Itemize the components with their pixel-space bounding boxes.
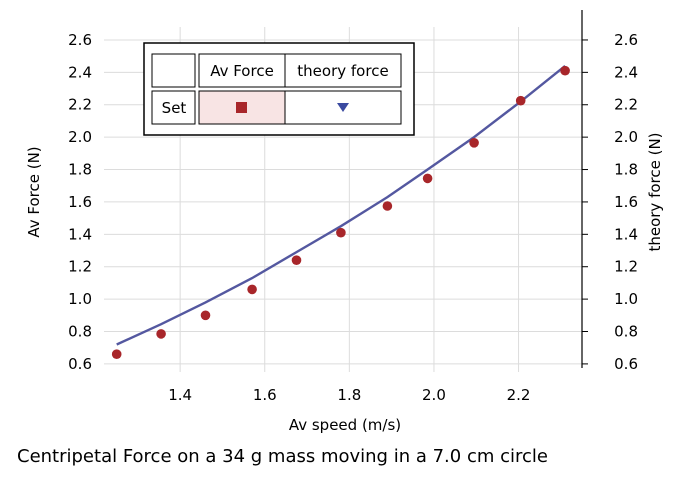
legend-header-av-force: Av Force (210, 62, 274, 80)
axes (581, 10, 588, 368)
y-tick-label: 2.0 (68, 128, 92, 146)
y2-tick-label: 0.8 (614, 323, 638, 341)
legend-header-cell-av-force (198, 53, 286, 88)
y-tick-label: 1.0 (68, 290, 92, 308)
y2-tick-label: 1.4 (614, 225, 638, 243)
av-force-point (560, 65, 570, 76)
av-force-point (111, 349, 122, 360)
legend-corner-cell (151, 53, 196, 88)
av-force-point (469, 138, 479, 148)
av-force-point (336, 227, 346, 238)
y-tick-label: 0.6 (68, 355, 92, 373)
y2-tick-label: 2.0 (614, 128, 638, 146)
y2-tick-label: 1.2 (614, 258, 638, 276)
av-force-series (111, 65, 570, 360)
theory-series (116, 64, 566, 346)
av-force-point (200, 310, 211, 321)
y-tick-labels: 0.6 0.8 1.0 1.2 1.4 1.6 1.8 2.0 2.2 2.4 2.6 (68, 31, 92, 373)
y-tick-label: 1.6 (68, 193, 92, 211)
chart-svg: 1.4 1.6 1.8 2.0 2.2 0.6 0.8 1.0 1.2 1.4 1.6 1.8 2.0… (25, 10, 664, 434)
y2-tick-label: 2.2 (614, 96, 638, 114)
av-force-point (247, 284, 257, 295)
y-tick-label: 2.6 (68, 31, 92, 49)
av-force-point (156, 329, 166, 339)
x-tick-label: 1.4 (168, 386, 192, 404)
x-axis-label: Av speed (m/s) (289, 416, 401, 434)
y2-tick-label: 1.0 (614, 290, 638, 308)
x-tick-labels: 1.4 1.6 1.8 2.0 2.2 (168, 386, 530, 404)
legend-header-cell-theory (284, 53, 402, 88)
y-tick-label: 2.2 (68, 96, 92, 114)
y-tick-label: 2.4 (68, 63, 92, 81)
av-force-point (422, 173, 433, 184)
y2-tick-labels: 0.6 0.8 1.0 1.2 1.4 1.6 1.8 2.0 2.2 2.4 2.6 (614, 31, 638, 373)
y2-tick-label: 1.8 (614, 161, 638, 179)
y-tick-label: 1.2 (68, 258, 92, 276)
av-force-point (291, 255, 302, 265)
x-tick-label: 2.0 (422, 386, 446, 404)
av-force-point (382, 201, 393, 211)
y-tick-label: 0.8 (68, 323, 92, 341)
x-tick-label: 2.2 (507, 386, 531, 404)
y-axis-label: Av Force (N) (25, 146, 43, 237)
theory-force-line (116, 64, 566, 346)
y2-axis-label: theory force (N) (646, 132, 664, 251)
y2-tick-label: 0.6 (614, 355, 638, 373)
chart-caption: Centripetal Force on a 34 g mass moving … (17, 446, 548, 467)
y-tick-label: 1.4 (68, 225, 92, 243)
av-force-point (515, 95, 526, 106)
legend-theory-cell (284, 90, 402, 125)
legend-triangle-marker (337, 103, 349, 112)
legend-square-marker (236, 102, 247, 113)
legend-row-label-cell (151, 90, 196, 125)
legend: Av Force theory force Set (143, 42, 415, 136)
legend-header-theory-force: theory force (297, 62, 388, 80)
x-tick-label: 1.8 (337, 386, 361, 404)
x-tick-label: 1.6 (253, 386, 277, 404)
y-tick-label: 1.8 (68, 161, 92, 179)
y2-tick-label: 2.6 (614, 31, 638, 49)
y2-tick-label: 1.6 (614, 193, 638, 211)
y2-tick-label: 2.4 (614, 63, 638, 81)
legend-row-label: Set (162, 99, 187, 117)
